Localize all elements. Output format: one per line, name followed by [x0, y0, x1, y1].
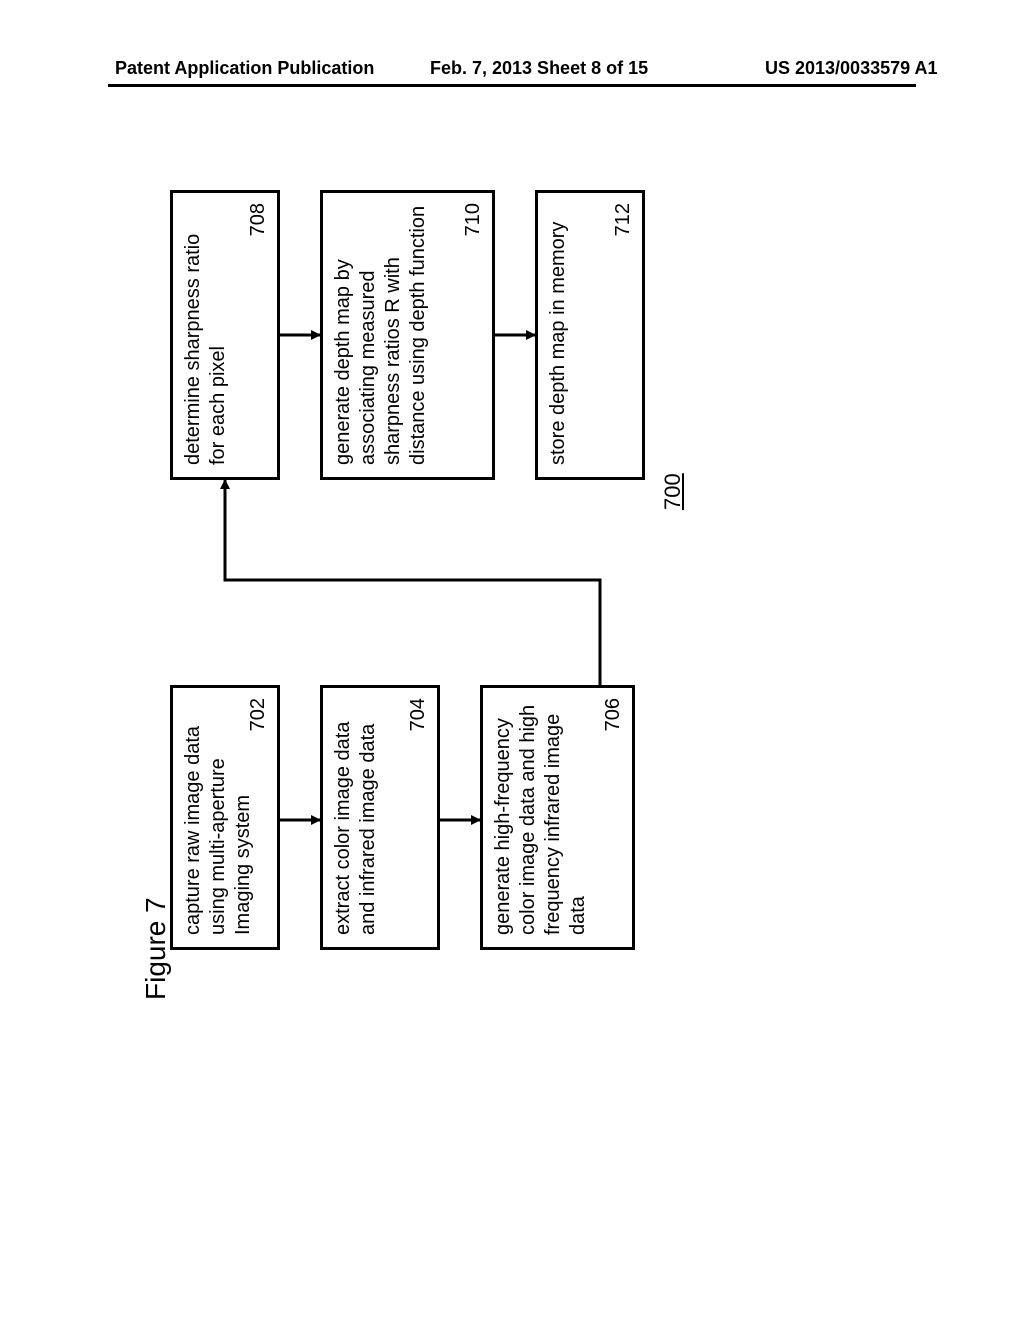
flow-box-706: generate high-frequency color image data… [480, 685, 635, 950]
flow-box-708: determine sharpness ratio for each pixel… [170, 190, 280, 480]
header-mid-text: Feb. 7, 2013 Sheet 8 of 15 [430, 58, 648, 79]
flow-box-710: generate depth map by associating measur… [320, 190, 495, 480]
flow-box-702-text: capture raw image data using multi-apert… [182, 726, 254, 935]
flow-box-706-number: 706 [601, 698, 626, 731]
flow-box-712-text: store depth map in memory [547, 222, 569, 465]
figure-label: Figure 7 [140, 897, 172, 1000]
flow-box-702-number: 702 [246, 698, 271, 731]
header-right-text: US 2013/0033579 A1 [765, 58, 937, 79]
flow-box-712: store depth map in memory 712 [535, 190, 645, 480]
flow-box-704-number: 704 [406, 698, 431, 731]
flow-box-710-text: generate depth map by associating measur… [332, 206, 429, 465]
flow-box-710-number: 710 [461, 203, 486, 236]
header-left-text: Patent Application Publication [115, 58, 374, 79]
flow-box-704-text: extract color image data and infrared im… [332, 722, 379, 935]
flow-box-708-text: determine sharpness ratio for each pixel [182, 234, 229, 465]
flow-box-702: capture raw image data using multi-apert… [170, 685, 280, 950]
header-rule [108, 84, 916, 87]
figure-7-flowchart: capture raw image data using multi-apert… [170, 130, 730, 950]
page: Patent Application Publication Feb. 7, 2… [0, 0, 1024, 1320]
flow-box-712-number: 712 [611, 203, 636, 236]
flow-box-704: extract color image data and infrared im… [320, 685, 440, 950]
figure-reference-700: 700 [660, 473, 686, 510]
flow-box-706-text: generate high-frequency color image data… [492, 705, 589, 935]
flow-box-708-number: 708 [246, 203, 271, 236]
